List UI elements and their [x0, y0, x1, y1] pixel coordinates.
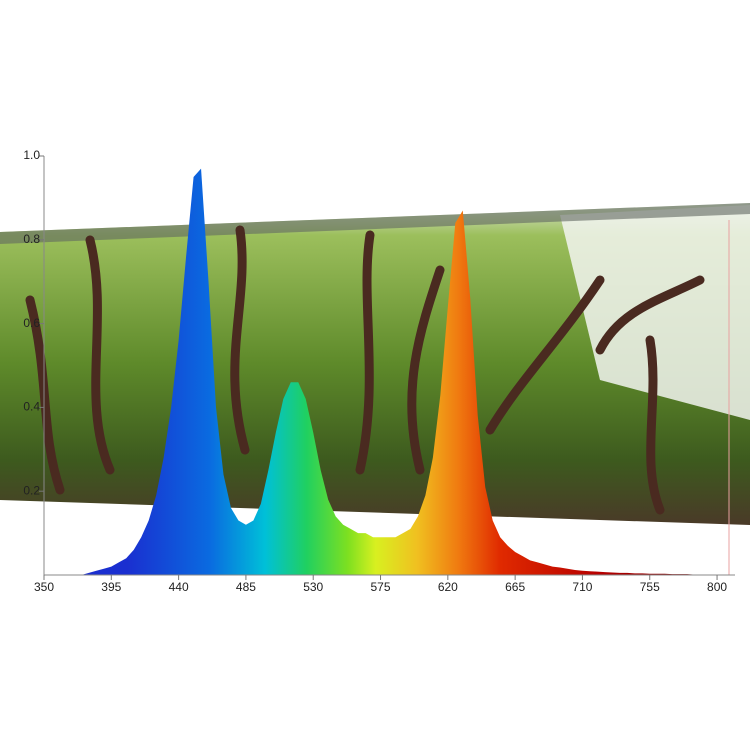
y-tick-label: 1.0 — [23, 148, 40, 162]
x-tick-label: 350 — [34, 580, 54, 594]
x-tick-label: 530 — [303, 580, 323, 594]
x-tick-label: 440 — [169, 580, 189, 594]
y-tick-label: 0.6 — [23, 316, 40, 330]
x-tick-label: 710 — [572, 580, 592, 594]
x-tick-label: 575 — [371, 580, 391, 594]
x-tick-label: 395 — [101, 580, 121, 594]
x-tick-label: 800 — [707, 580, 727, 594]
x-tick-label: 620 — [438, 580, 458, 594]
aquarium-photo — [0, 203, 750, 525]
y-tick-label: 0.4 — [23, 400, 40, 414]
y-tick-label: 0.8 — [23, 232, 40, 246]
x-tick-label: 665 — [505, 580, 525, 594]
y-tick-label: 0.2 — [23, 483, 40, 497]
spectrum-area — [44, 168, 718, 575]
x-tick-label: 485 — [236, 580, 256, 594]
x-tick-label: 755 — [640, 580, 660, 594]
